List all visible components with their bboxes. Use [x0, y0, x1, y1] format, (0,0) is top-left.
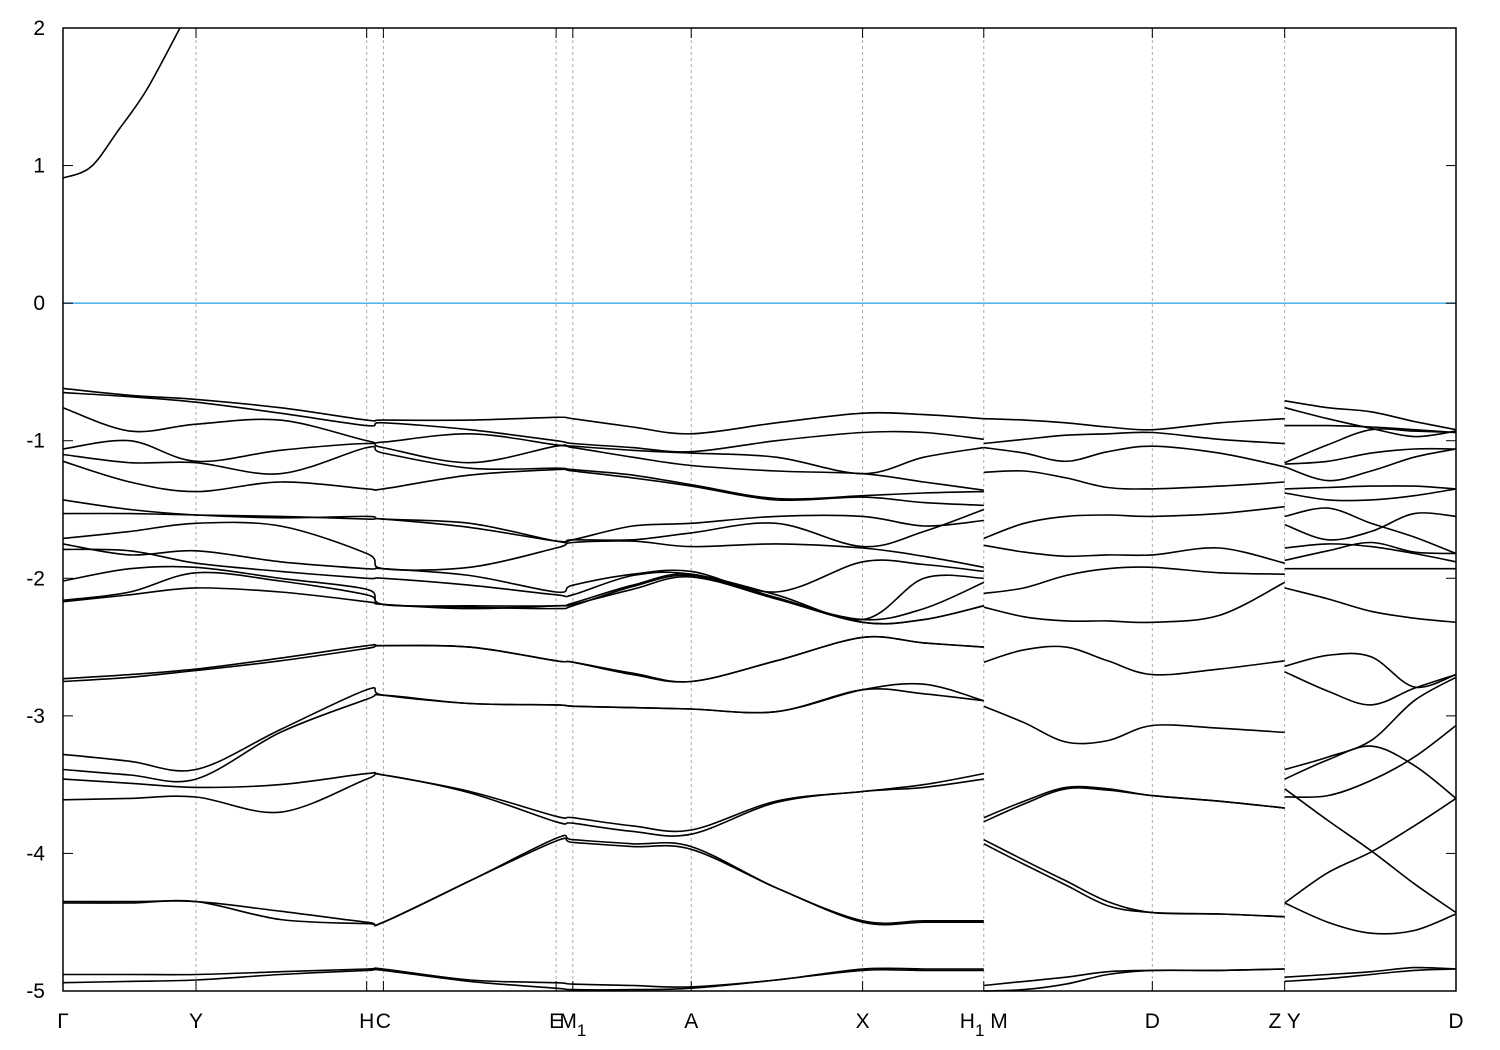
- y-tick-labels: 2 1 0 -1 -2 -3 -4 -5: [26, 17, 45, 1003]
- band-line-s1-b15: [62, 635, 984, 683]
- band-line-s3-b4: [1284, 447, 1457, 465]
- x-tick-label: C: [376, 1010, 391, 1033]
- band-line-s1-b3: [62, 439, 984, 491]
- band-line-s2-b7: [983, 581, 1286, 624]
- x-tick-label: E: [549, 1010, 563, 1033]
- band-line-s2-b0: [983, 417, 1285, 431]
- band-line-s1-b7: [62, 508, 985, 548]
- band-line-s3-b10: [1284, 543, 1457, 563]
- band-line-s3-b9: [1284, 512, 1457, 541]
- band-line-s1-b8: [62, 521, 984, 571]
- y-tick-label: 1: [33, 155, 45, 178]
- x-tick-label: H: [359, 1010, 374, 1033]
- band-line-s2-b9: [983, 705, 1285, 745]
- band-line-s3-b1: [1284, 406, 1457, 438]
- band-line-s2-b8: [983, 645, 1285, 676]
- y-tick-label: -3: [26, 705, 45, 728]
- band-line-s3-b23: [1284, 968, 1457, 983]
- band-line-s3-b22: [1284, 966, 1457, 978]
- band-line-s1-b12: [62, 571, 984, 625]
- band-line-s2-b1: [983, 431, 1285, 445]
- x-tick-label: A: [684, 1010, 698, 1033]
- band-line-s2-b13: [983, 843, 1285, 918]
- band-line-s1-b5: [62, 460, 984, 507]
- band-line-s3-b3: [1284, 428, 1457, 464]
- band-line-s1-b9: [62, 543, 984, 594]
- symmetry-gridlines: [195, 28, 1286, 991]
- y-tick-label: 0: [33, 292, 45, 315]
- band-line-s3-b20: [1284, 797, 1457, 904]
- bands: [62, 27, 1457, 992]
- band-line-s3-b18: [1284, 724, 1457, 799]
- band-line-s2-b5: [983, 544, 1285, 564]
- y-tick-label: 2: [33, 17, 45, 40]
- band-line-s1-b22: [63, 967, 984, 988]
- band-line-s1-b19: [62, 772, 984, 837]
- x-tick-label: D: [1448, 1010, 1463, 1033]
- x-tick-labels: Γ Y H C EM1 A X H1 M D Z Y D: [57, 1010, 1463, 1040]
- band-line-s3-b8: [1284, 507, 1457, 555]
- band-line-s1-b2: [62, 406, 984, 475]
- band-line-s3-b6: [1284, 485, 1457, 490]
- band-line-s2-b4: [983, 505, 1285, 540]
- axis-ticks: [62, 27, 1457, 992]
- band-line-s1-b17: [62, 688, 984, 783]
- band-line-s2-b3: [983, 469, 1285, 490]
- band-line-s1-b21: [62, 837, 984, 927]
- band-line-s3-b2: [1284, 424, 1457, 434]
- x-tick-label: D: [1145, 1010, 1160, 1033]
- x-tick-label: Y: [189, 1010, 203, 1033]
- band-line-s3-b5: [1284, 448, 1457, 482]
- band-line-s3-b17: [1284, 745, 1457, 800]
- band-line-s3-b11: [1284, 541, 1457, 562]
- y-tick-label: -2: [26, 567, 45, 590]
- band-line-s1-b11: [62, 565, 985, 621]
- y-tick-label: -4: [26, 842, 45, 865]
- band-line-s2-b15: [983, 968, 1285, 992]
- band-line-s3-b21: [1284, 902, 1457, 935]
- band-line-s1-b13: [62, 575, 984, 625]
- x-tick-label: Z Y: [1269, 1010, 1301, 1033]
- x-tick-label: X: [856, 1010, 870, 1033]
- band-line-s1-b1: [62, 391, 984, 453]
- band-line-s2-b12: [983, 838, 1285, 918]
- band-line-s3-b14: [1284, 652, 1457, 689]
- band-line-s1-b4: [62, 445, 984, 500]
- band-line-s2-b6: [983, 566, 1285, 595]
- x-tick-label: Γ: [57, 1010, 69, 1033]
- plot-frame: [62, 27, 1457, 992]
- band-line-s3-b0: [1284, 400, 1457, 431]
- y-tick-label: -5: [26, 980, 45, 1003]
- x-tick-label: M1: [559, 1010, 586, 1040]
- band-line-s3-b19: [1284, 788, 1457, 914]
- band-line-s1-b14: [62, 635, 984, 683]
- x-tick-label: H1 M: [960, 1010, 1008, 1040]
- band-line-s3-b13: [1284, 587, 1457, 624]
- band-line-s1-b23: [62, 968, 984, 991]
- band-line-s3-b7: [1284, 488, 1457, 502]
- band-line-s1-b16: [62, 682, 985, 772]
- band-line-s0-b0: [62, 27, 181, 179]
- band-line-s3-b15: [1284, 671, 1457, 706]
- band-line-s2-b2: [983, 445, 1285, 468]
- y-tick-label: -1: [26, 430, 45, 453]
- band-line-s3-b16: [1284, 676, 1457, 771]
- band-line-s2-b11: [983, 787, 1285, 823]
- band-line-s1-b18: [62, 771, 984, 833]
- band-line-s1-b20: [63, 834, 984, 927]
- band-line-s1-b0: [62, 387, 984, 435]
- band-line-s1-b10: [62, 548, 984, 621]
